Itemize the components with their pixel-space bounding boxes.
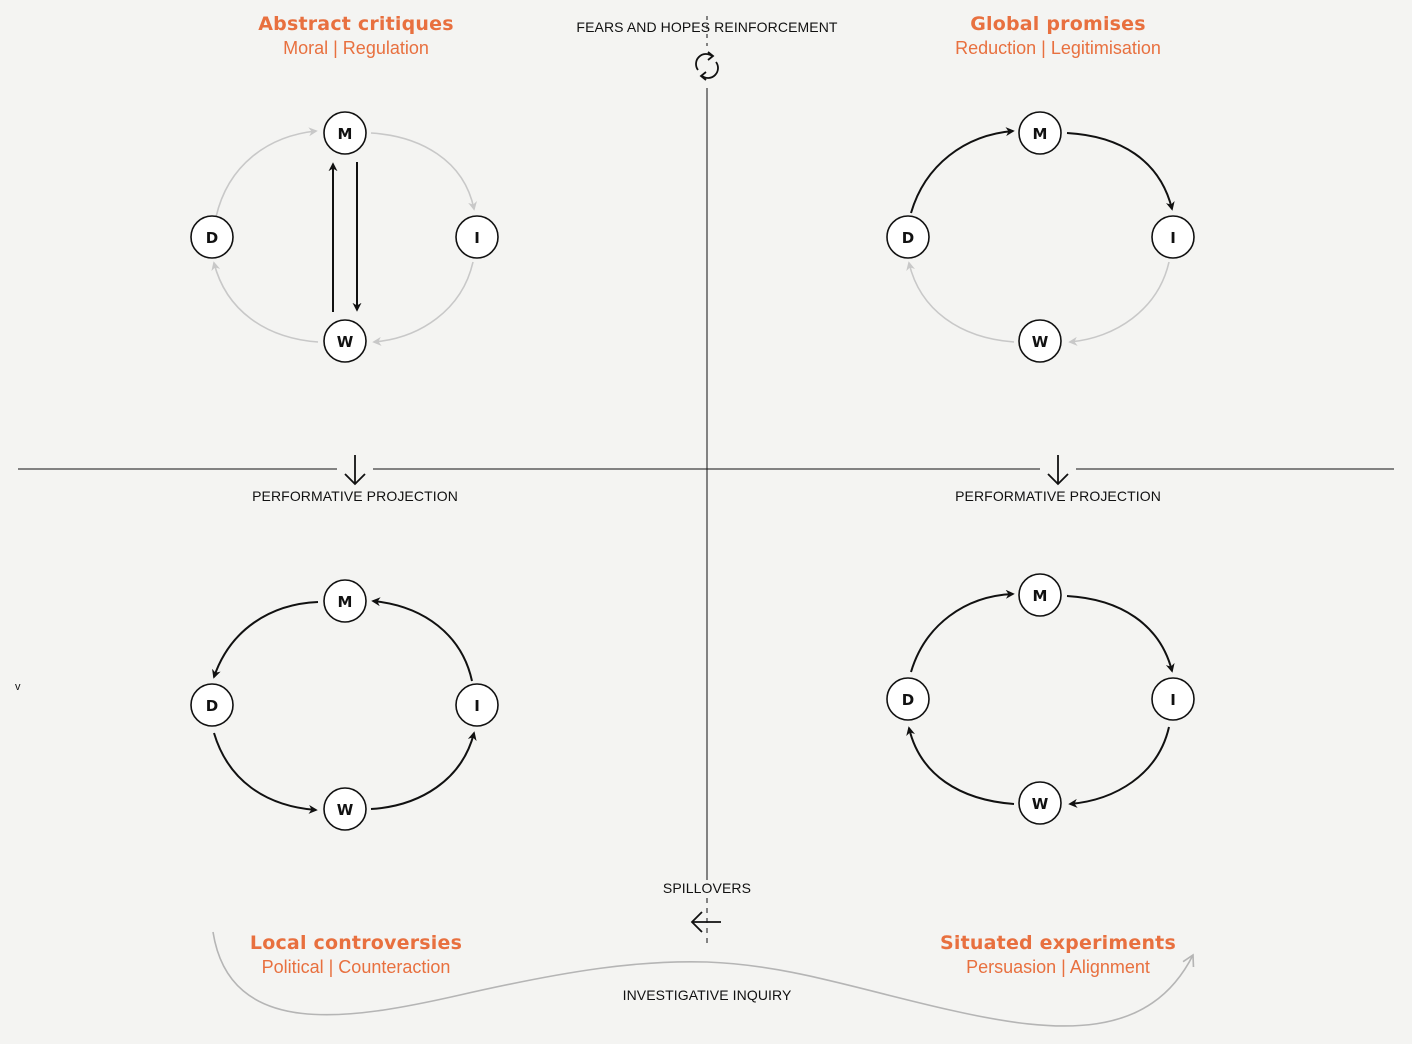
cycle-top-right (906, 127, 1175, 346)
quadrant-heading: Abstract critiques (258, 13, 454, 35)
node-label: W (337, 333, 354, 351)
node-d: D (190, 215, 234, 259)
node-label: M (1033, 587, 1048, 605)
arrow-down-icon (1047, 455, 1069, 486)
node-label: M (1033, 125, 1048, 143)
node-label: D (206, 229, 218, 247)
node-label: I (474, 697, 480, 715)
axis-label-top: FEARS AND HOPES REINFORCEMENT (576, 19, 838, 35)
node-i: I (1151, 215, 1195, 259)
node-w: W (323, 787, 367, 831)
node-m: M (1018, 111, 1062, 155)
node-w: W (1018, 319, 1062, 363)
arrow-down-icon (344, 455, 366, 486)
nodes: M I W D M I W D M I W D M I W D (190, 111, 1195, 831)
quadrant-subheading: Reduction | Legitimisation (955, 38, 1161, 58)
cycle-bottom-right (906, 589, 1175, 808)
node-label: W (1032, 333, 1049, 351)
quadrant-subheading: Moral | Regulation (283, 38, 429, 58)
quadrant-title-bottom-left: Local controversies Political | Countera… (176, 931, 536, 979)
arrow-left-icon (690, 911, 721, 933)
quadrant-title-top-right: Global promises Reduction | Legitimisati… (878, 12, 1238, 60)
node-label: D (902, 229, 914, 247)
node-label: W (1032, 795, 1049, 813)
quadrant-title-bottom-right: Situated experiments Persuasion | Alignm… (878, 931, 1238, 979)
node-label: M (338, 125, 353, 143)
axis-label-left: PERFORMATIVE PROJECTION (252, 488, 458, 504)
node-d: D (886, 677, 930, 721)
node-m: M (1018, 573, 1062, 617)
node-label: D (206, 697, 218, 715)
node-i: I (455, 683, 499, 727)
node-i: I (455, 215, 499, 259)
axis-label-base: INVESTIGATIVE INQUIRY (622, 987, 792, 1003)
node-label: W (337, 801, 354, 819)
node-label: I (1170, 691, 1176, 709)
quadrant-heading: Situated experiments (940, 932, 1176, 954)
cycle-top-left (211, 127, 477, 346)
node-label: I (1170, 229, 1176, 247)
node-m: M (323, 579, 367, 623)
axis-label-right: PERFORMATIVE PROJECTION (955, 488, 1161, 504)
node-w: W (1018, 781, 1062, 825)
quadrant-subheading: Persuasion | Alignment (966, 957, 1150, 977)
quadrant-heading: Local controversies (249, 932, 463, 954)
node-label: M (338, 593, 353, 611)
axis-label-bottom: SPILLOVERS (662, 880, 752, 896)
node-label: I (474, 229, 480, 247)
node-d: D (190, 683, 234, 727)
node-i: I (1151, 677, 1195, 721)
stray-mark: v (15, 681, 21, 693)
cycle-refresh-icon (695, 51, 719, 81)
quadrant-subheading: Political | Counteraction (261, 957, 451, 977)
quadrant-heading: Global promises (970, 13, 1146, 35)
node-label: D (902, 691, 914, 709)
cycle-bottom-left (212, 597, 477, 814)
investigative-inquiry-curve (212, 931, 1195, 1027)
node-w: W (323, 319, 367, 363)
node-m: M (323, 111, 367, 155)
node-d: D (886, 215, 930, 259)
quadrant-title-top-left: Abstract critiques Moral | Regulation (176, 12, 536, 60)
